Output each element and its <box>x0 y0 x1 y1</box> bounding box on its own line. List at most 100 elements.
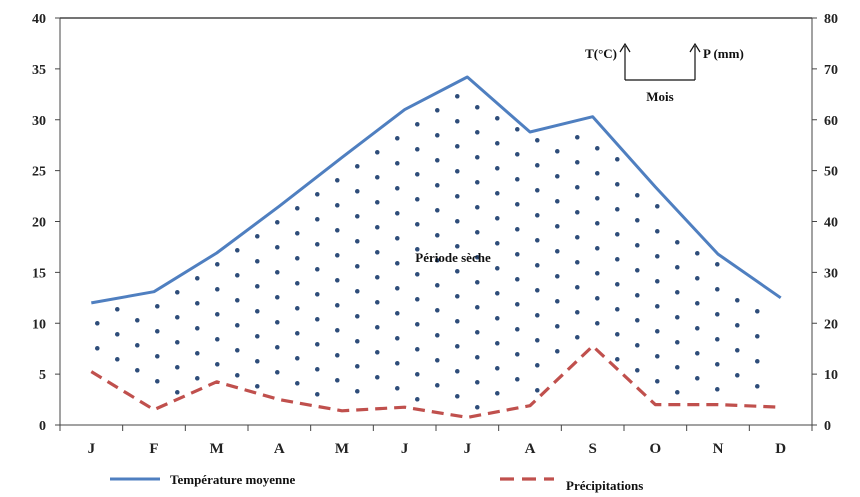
dry-period-dot <box>515 127 520 132</box>
dry-period-dot <box>575 135 580 140</box>
dry-period-dot <box>635 343 640 348</box>
y-left-tick-label: 5 <box>39 368 46 383</box>
dry-period-dot <box>275 345 280 350</box>
dry-period-dot <box>295 306 300 311</box>
dry-period-dot <box>475 405 480 410</box>
dry-period-dot <box>355 389 360 394</box>
dry-period-dot <box>315 217 320 222</box>
dry-period-dot <box>535 138 540 143</box>
dry-period-dot <box>355 364 360 369</box>
dry-period-dot <box>195 276 200 281</box>
dry-period-dot <box>415 272 420 277</box>
x-tick-label: N <box>713 441 724 457</box>
dry-period-dot <box>435 383 440 388</box>
dry-period-dot <box>375 275 380 280</box>
x-axis-key-label: Mois <box>646 89 673 104</box>
dry-period-dot <box>395 286 400 291</box>
dry-period-dot <box>495 241 500 246</box>
dry-period-dot <box>555 249 560 254</box>
dry-period-dot <box>535 363 540 368</box>
dry-period-dot <box>95 346 100 351</box>
dry-period-dot <box>95 321 100 326</box>
dry-period-dot <box>415 197 420 202</box>
dry-period-dot <box>475 355 480 360</box>
dry-period-dot <box>495 216 500 221</box>
dry-period-dot <box>175 390 180 395</box>
dry-period-dot <box>415 122 420 127</box>
dry-period-dot <box>175 290 180 295</box>
dry-period-dot <box>255 359 260 364</box>
dry-period-dot <box>295 231 300 236</box>
precipitation-line <box>90 344 781 419</box>
x-tick-label: J <box>88 441 96 457</box>
dry-period-dot <box>155 354 160 359</box>
dry-period-dot <box>255 334 260 339</box>
dry-period-dot <box>395 136 400 141</box>
x-tick-label: J <box>401 441 409 457</box>
dry-period-dot <box>475 180 480 185</box>
dry-period-dot <box>755 359 760 364</box>
dry-period-dot <box>575 310 580 315</box>
dry-period-dot <box>675 390 680 395</box>
dry-period-dot <box>535 188 540 193</box>
y-right-tick-label: 50 <box>824 165 838 180</box>
dry-period-dot <box>495 391 500 396</box>
dry-period-dot <box>535 313 540 318</box>
dry-period-dot <box>435 358 440 363</box>
dry-period-dot <box>495 341 500 346</box>
dry-period-dot <box>435 283 440 288</box>
dry-period-dot <box>395 386 400 391</box>
dry-period-dot <box>515 252 520 257</box>
dry-period-dot <box>455 119 460 124</box>
dry-period-dot <box>315 392 320 397</box>
y-left-tick-label: 40 <box>32 12 46 27</box>
dry-period-dot <box>595 271 600 276</box>
dry-period-dot <box>415 397 420 402</box>
dry-period-dot <box>335 253 340 258</box>
dry-period-dot <box>375 300 380 305</box>
dry-period-dot <box>555 299 560 304</box>
dry-period-dot <box>375 350 380 355</box>
dry-period-dot <box>255 234 260 239</box>
dry-period-dot <box>575 235 580 240</box>
dry-period-dot <box>595 321 600 326</box>
dry-period-dot <box>335 278 340 283</box>
dry-period-dot <box>355 339 360 344</box>
y-left-tick-label: 20 <box>32 216 46 231</box>
dry-period-dot <box>395 336 400 341</box>
dry-period-dot <box>275 295 280 300</box>
dry-period-dot <box>455 344 460 349</box>
dry-period-dot <box>615 207 620 212</box>
dry-period-dot <box>455 319 460 324</box>
dry-period-dot <box>675 290 680 295</box>
dry-period-dot <box>375 375 380 380</box>
dry-period-dot <box>695 326 700 331</box>
dry-period-dot <box>115 332 120 337</box>
dry-period-dot <box>415 322 420 327</box>
x-tick-label: M <box>210 441 224 457</box>
axes: 0 5 10 15 20 25 30 35 40 0 10 20 30 40 50 60 70 80 J F M A M J J… <box>32 12 838 457</box>
dry-period-dot <box>335 303 340 308</box>
dry-period-dot <box>195 376 200 381</box>
dry-period-dot <box>275 320 280 325</box>
dry-period-dot <box>655 229 660 234</box>
dry-period-dot <box>475 105 480 110</box>
legend-label-temperature: Température moyenne <box>170 472 296 487</box>
dry-period-dot <box>315 342 320 347</box>
dry-period-dot <box>615 307 620 312</box>
dry-period-dot <box>675 240 680 245</box>
dry-period-dot <box>315 292 320 297</box>
dry-period-dot <box>435 233 440 238</box>
dry-period-dot <box>255 259 260 264</box>
dry-period-dot <box>735 373 740 378</box>
dry-period-dot <box>735 323 740 328</box>
dry-period-dot <box>295 281 300 286</box>
dry-period-dot <box>195 326 200 331</box>
dry-period-dot <box>655 279 660 284</box>
y-right-tick-label: 70 <box>824 63 838 78</box>
dry-period-dot <box>415 247 420 252</box>
dry-period-dot <box>555 349 560 354</box>
dry-period-dot <box>695 351 700 356</box>
dry-period-dot <box>455 269 460 274</box>
